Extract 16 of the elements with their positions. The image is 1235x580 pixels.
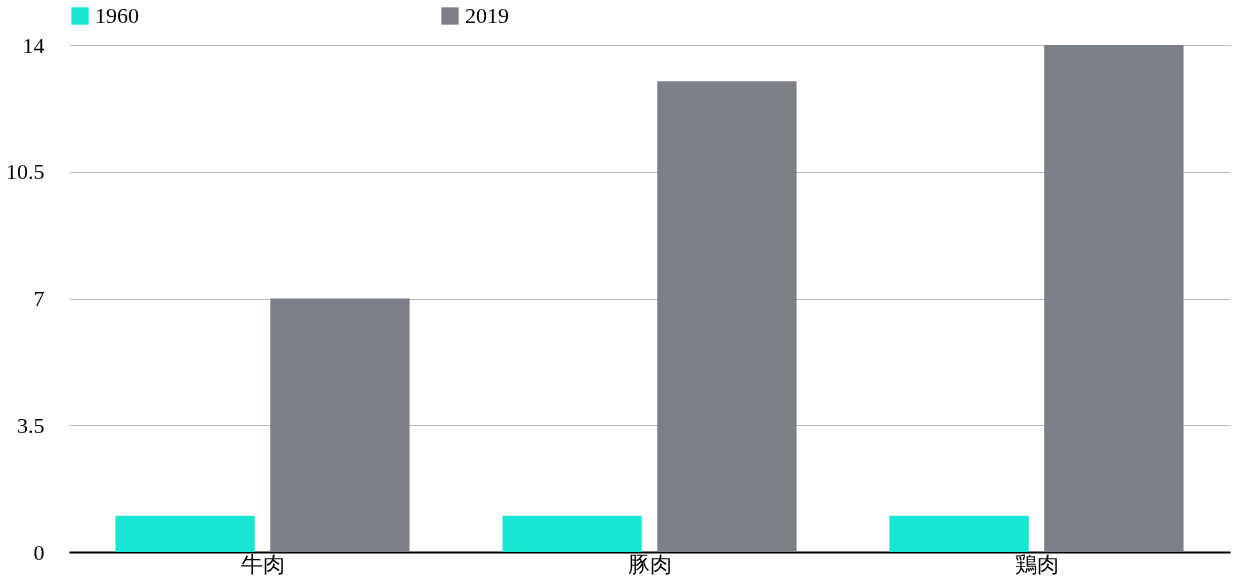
bar — [115, 515, 255, 552]
y-tick-label: 0 — [33, 539, 45, 565]
x-tick-label: 鶏肉 — [1014, 551, 1059, 577]
bar — [657, 81, 797, 552]
bar — [270, 298, 410, 552]
legend-label: 2019 — [465, 3, 509, 28]
x-tick-label: 豚肉 — [627, 551, 672, 577]
y-tick-label: 14 — [22, 32, 45, 58]
bar — [1044, 45, 1184, 552]
y-tick-label: 3.5 — [17, 412, 45, 438]
y-tick-label: 10.5 — [6, 159, 45, 185]
y-tick-label: 7 — [33, 286, 45, 311]
legend-label: 1960 — [95, 3, 139, 28]
bar — [889, 515, 1029, 552]
x-tick-label: 牛肉 — [240, 551, 285, 577]
bar — [502, 515, 642, 552]
